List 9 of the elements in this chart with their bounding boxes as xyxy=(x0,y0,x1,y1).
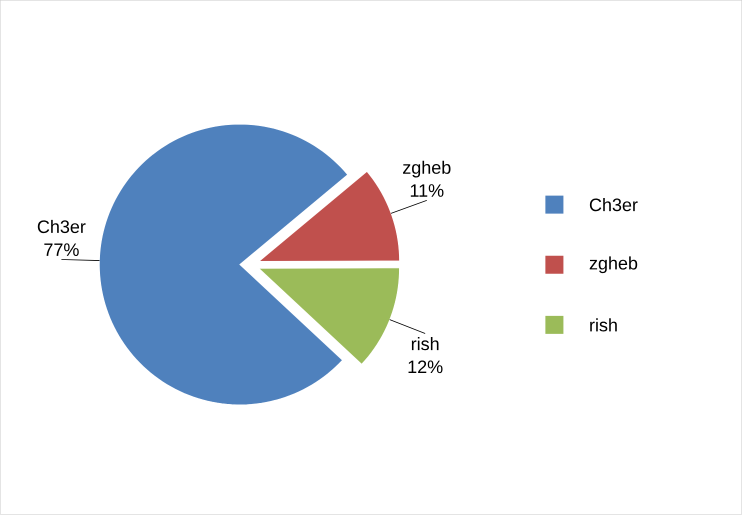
data-label: 12% xyxy=(408,360,443,374)
data-label: 11% xyxy=(410,184,444,198)
legend-label: rish xyxy=(590,318,617,332)
slice-label: zgheb xyxy=(403,160,451,178)
slice-label: rish xyxy=(412,337,438,350)
legend-label: Ch3er xyxy=(590,198,638,212)
data-label: 77% xyxy=(44,244,79,256)
legend-label: zgheb xyxy=(590,256,638,274)
slice-label: Ch3er xyxy=(38,220,86,234)
